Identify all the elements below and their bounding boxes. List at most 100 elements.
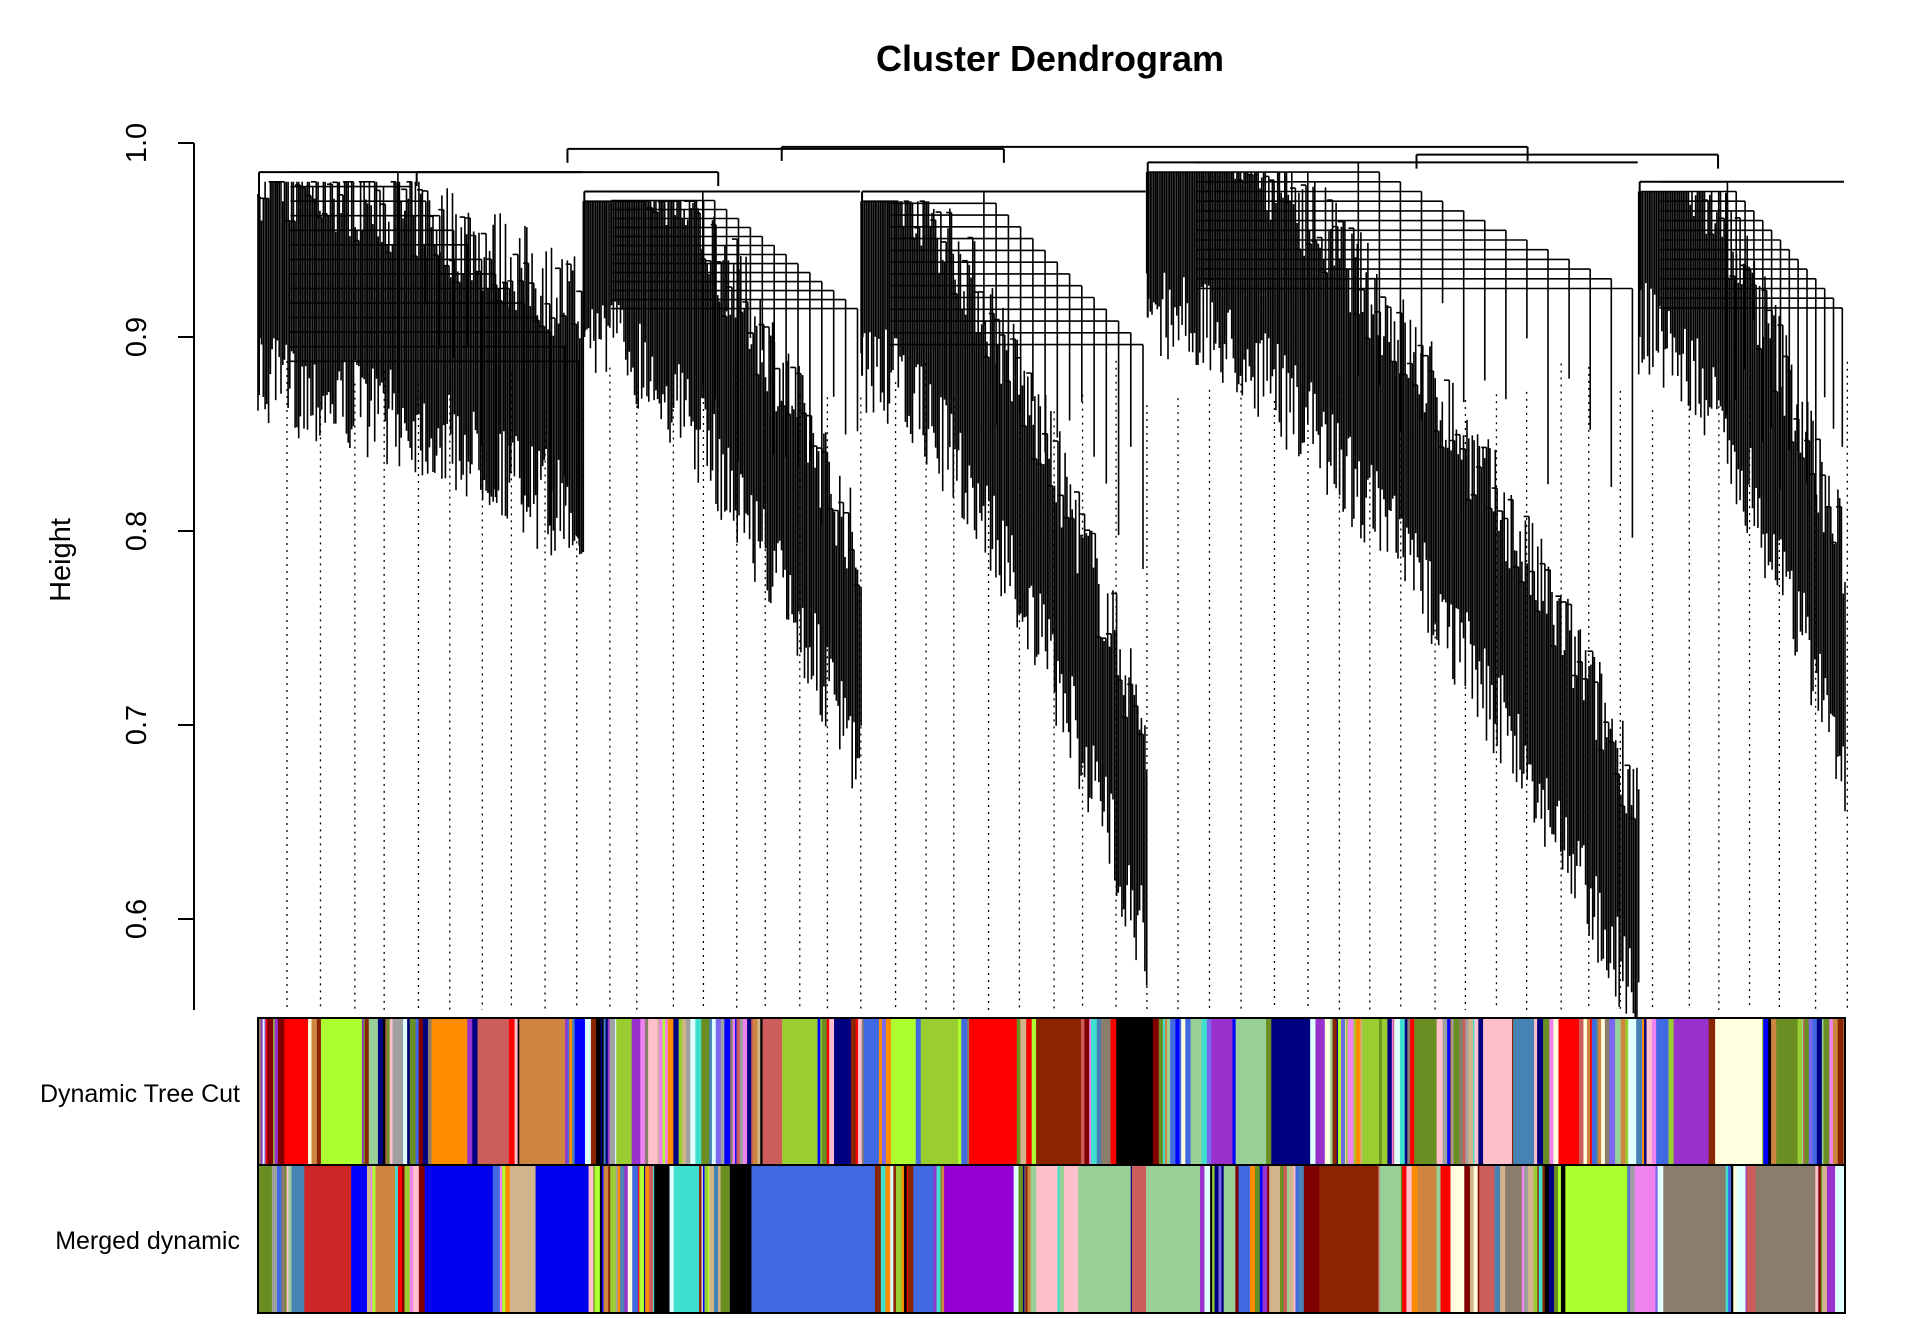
module-segment — [1262, 1165, 1268, 1313]
module-segment — [1131, 1165, 1147, 1313]
module-segment — [1527, 1165, 1535, 1313]
module-segment — [467, 1018, 473, 1165]
module-segment — [678, 1018, 683, 1165]
module-segment — [409, 1018, 417, 1165]
module-segment — [1459, 1018, 1464, 1165]
module-segment — [969, 1018, 1018, 1165]
module-segment — [1464, 1165, 1471, 1313]
module-segment — [1553, 1018, 1560, 1165]
module-segment — [1269, 1165, 1281, 1313]
module-segment — [365, 1018, 370, 1165]
module-segment — [1018, 1165, 1024, 1313]
module-segment — [1152, 1018, 1160, 1165]
module-segment — [402, 1165, 406, 1313]
module-segment — [594, 1165, 601, 1313]
module-segment — [1728, 1165, 1732, 1313]
module-segment — [565, 1018, 569, 1165]
module-segment — [403, 1018, 406, 1165]
module-segment — [967, 1018, 970, 1165]
module-segment — [805, 1165, 815, 1313]
module-segment — [720, 1018, 725, 1165]
module-segment — [574, 1018, 580, 1165]
module-segment — [1379, 1018, 1383, 1165]
module-segment — [826, 1018, 830, 1165]
module-segment — [1013, 1165, 1020, 1313]
module-segment — [1379, 1165, 1402, 1313]
module-segment — [1474, 1018, 1479, 1165]
module-segment — [1185, 1018, 1192, 1165]
module-segment — [652, 1018, 659, 1165]
module-segment — [599, 1165, 603, 1313]
module-segment — [1479, 1165, 1496, 1313]
top-merge — [566, 147, 1005, 163]
module-segment — [1289, 1165, 1295, 1313]
branch-lines — [860, 190, 1148, 986]
module-segment — [311, 1018, 318, 1165]
module-segment — [1090, 1018, 1098, 1165]
module-segment — [477, 1018, 510, 1165]
dendrogram-branch — [1637, 180, 1846, 812]
module-segment — [933, 1165, 938, 1313]
module-segment — [567, 1018, 570, 1165]
module-segment — [609, 1018, 616, 1165]
module-segment — [673, 1018, 680, 1165]
module-segment — [1212, 1165, 1216, 1313]
module-segment — [640, 1018, 646, 1165]
module-segment — [1238, 1165, 1251, 1313]
module-segment — [1801, 1018, 1804, 1165]
module-segment — [913, 1165, 935, 1313]
module-segment — [1303, 1165, 1320, 1313]
module-segment — [1554, 1165, 1559, 1313]
module-segment — [890, 1018, 917, 1165]
row-label-dynamic-tree-cut: Dynamic Tree Cut — [40, 1080, 240, 1108]
module-segment — [320, 1018, 363, 1165]
module-segment — [1030, 1165, 1037, 1313]
module-segment — [1436, 1165, 1442, 1313]
module-segment — [701, 1018, 707, 1165]
module-segment — [1823, 1018, 1830, 1165]
module-segment — [1818, 1165, 1822, 1313]
module-segment — [1469, 1165, 1475, 1313]
module-segment — [1655, 1165, 1659, 1313]
dendrogram-branch — [582, 190, 862, 789]
module-segment — [1601, 1018, 1606, 1165]
module-segment — [1414, 1018, 1438, 1165]
module-segment — [277, 1165, 283, 1313]
module-segment — [431, 1018, 468, 1165]
module-segment — [1332, 1018, 1338, 1165]
module-segment — [492, 1165, 501, 1313]
module-segment — [1381, 1018, 1389, 1165]
module-segment — [1644, 1018, 1648, 1165]
module-segment — [1558, 1018, 1580, 1165]
module-segment — [281, 1018, 285, 1165]
module-segment — [1310, 1018, 1317, 1165]
module-segment — [1656, 1018, 1670, 1165]
module-segment — [1440, 1165, 1452, 1313]
module-segment — [1337, 1018, 1342, 1165]
module-segment — [1450, 1018, 1453, 1165]
module-segment — [760, 1018, 764, 1165]
module-segment — [890, 1165, 894, 1313]
y-tick-label: 0.7 — [121, 705, 153, 745]
module-segment — [1360, 1018, 1363, 1165]
module-segment — [1803, 1018, 1805, 1165]
module-segment — [368, 1018, 379, 1165]
module-segment — [834, 1018, 852, 1165]
module-segment — [1797, 1018, 1803, 1165]
module-segment — [508, 1018, 516, 1165]
module-segment — [422, 1018, 429, 1165]
band-border — [257, 1164, 1846, 1314]
module-segment — [1505, 1165, 1523, 1313]
module-segment — [632, 1165, 639, 1313]
module-segment — [1832, 1018, 1839, 1165]
module-segment — [751, 1165, 765, 1313]
module-segment — [262, 1018, 266, 1165]
module-segment — [1378, 1165, 1381, 1313]
module-segment — [288, 1165, 293, 1313]
module-segment — [699, 1165, 703, 1313]
module-segment — [1092, 1165, 1106, 1313]
module-segment — [1036, 1165, 1059, 1313]
module-segment — [1711, 1018, 1716, 1165]
module-segment — [1766, 1165, 1781, 1313]
module-segment — [1345, 1018, 1349, 1165]
